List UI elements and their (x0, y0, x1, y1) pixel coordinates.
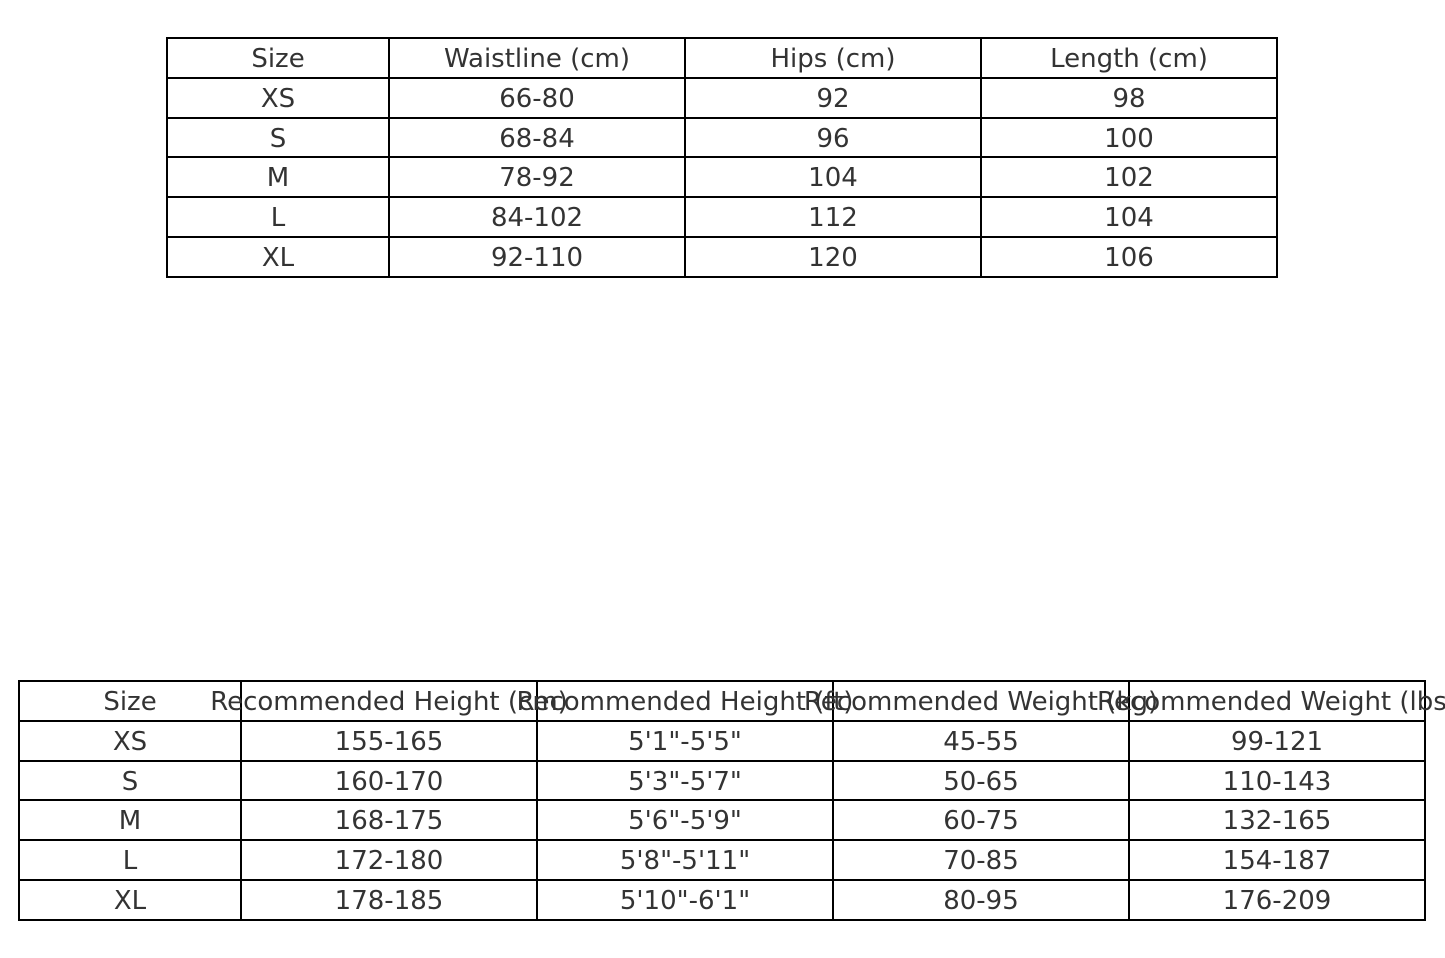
cell-value: M (118, 806, 142, 837)
cell-value: 99-121 (1230, 726, 1324, 757)
cell-value: 104 (1104, 203, 1154, 234)
cell-value: 104 (808, 163, 858, 194)
cell-value: L (270, 203, 286, 234)
cell-value: XS (260, 83, 296, 114)
cell-value: 96 (816, 123, 850, 154)
cell-value: 178-185 (334, 885, 444, 916)
cell-value: 112 (808, 203, 858, 234)
cell-value: 78-92 (499, 163, 575, 194)
cell-value: 92-110 (490, 242, 584, 273)
column-header: Size (103, 686, 157, 717)
cell-value: XS (112, 726, 148, 757)
column-header: Size (251, 43, 305, 74)
column-header: Recommended Height (cm) (210, 686, 568, 717)
column-header: Hips (cm) (770, 43, 896, 74)
table-cell (1128, 879, 1426, 921)
cell-value: 5'1"-5'5" (628, 726, 742, 757)
cell-value: 102 (1104, 163, 1154, 194)
column-header: Recommended Weight (kg) (803, 686, 1159, 717)
cell-value: 168-175 (334, 806, 444, 837)
cell-value: 50-65 (943, 766, 1019, 797)
cell-value: L (122, 846, 138, 877)
cell-value: XL (113, 885, 147, 916)
cell-value: 84-102 (490, 203, 584, 234)
cell-value: 98 (1112, 83, 1146, 114)
cell-value: 100 (1104, 123, 1154, 154)
cell-value: 176-209 (1222, 885, 1332, 916)
cell-value: 160-170 (334, 766, 444, 797)
cell-value: 120 (808, 242, 858, 273)
cell-value: 5'10"-6'1" (619, 885, 751, 916)
column-header: Recommended Weight (lbs) (1097, 686, 1445, 717)
table-cell (980, 236, 1278, 278)
cell-value: 5'6"-5'9" (628, 806, 742, 837)
cell-value: 66-80 (499, 83, 575, 114)
cell-value: 70-85 (943, 846, 1019, 877)
cell-value: 106 (1104, 242, 1154, 273)
cell-value: 172-180 (334, 846, 444, 877)
column-header: Length (cm) (1050, 43, 1208, 74)
cell-value: 110-143 (1222, 766, 1332, 797)
cell-value: 154-187 (1222, 846, 1332, 877)
cell-value: S (121, 766, 139, 797)
cell-value: 5'8"-5'11" (619, 846, 751, 877)
cell-value: 60-75 (943, 806, 1019, 837)
cell-value: 5'3"-5'7" (628, 766, 742, 797)
cell-value: M (266, 163, 290, 194)
column-header: Recommended Height (ft) (516, 686, 854, 717)
cell-value: 45-55 (943, 726, 1019, 757)
column-header: Waistline (cm) (443, 43, 631, 74)
cell-value: 155-165 (334, 726, 444, 757)
cell-value: 92 (816, 83, 850, 114)
cell-value: 68-84 (499, 123, 575, 154)
cell-value: S (269, 123, 287, 154)
cell-value: XL (261, 242, 295, 273)
cell-value: 80-95 (943, 885, 1019, 916)
cell-value: 132-165 (1222, 806, 1332, 837)
